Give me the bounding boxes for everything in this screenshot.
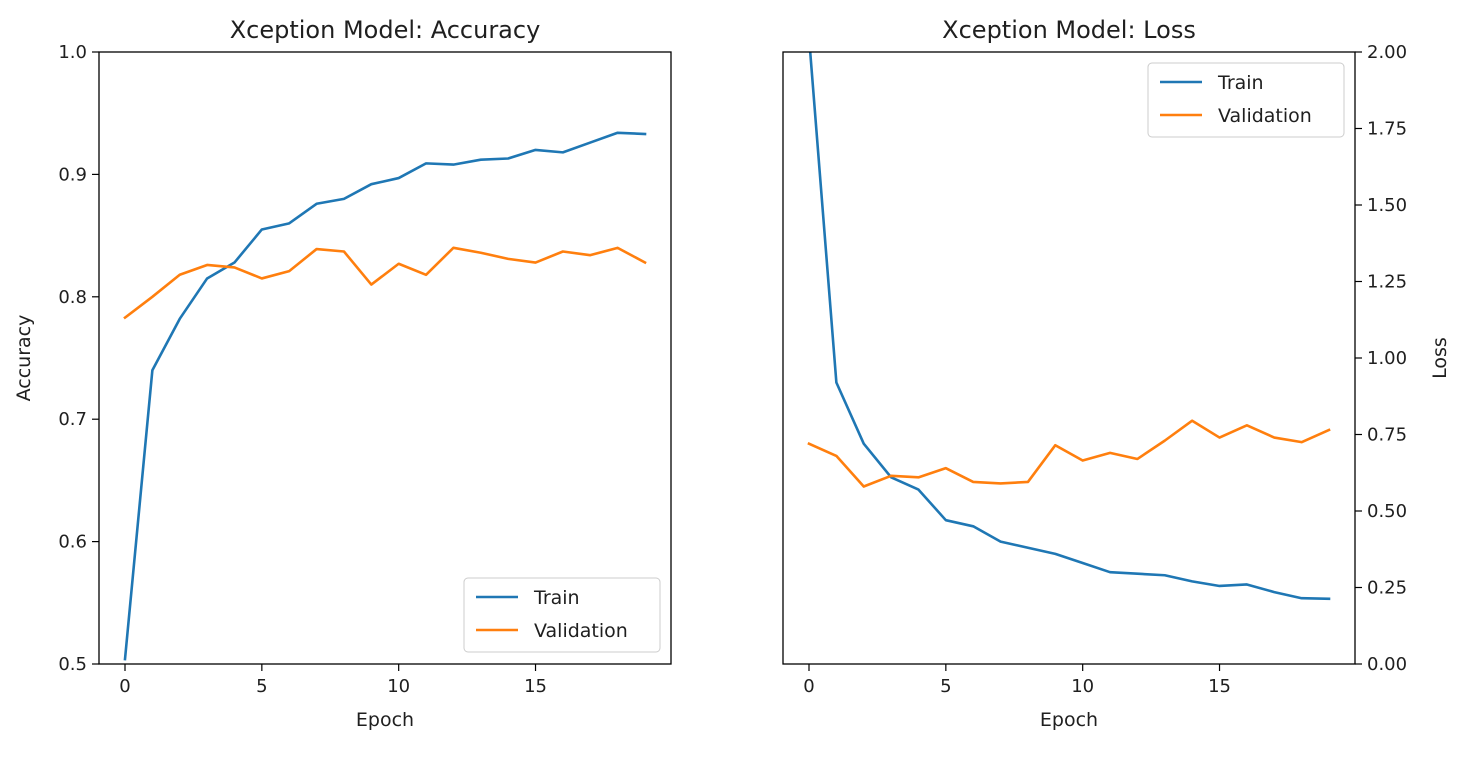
y-tick-label: 1.50 (1367, 195, 1407, 216)
x-axis-label: Epoch (356, 709, 414, 731)
plot-frame (782, 51, 1356, 665)
y-tick-label: 1.00 (1367, 348, 1407, 369)
y-tick-label: 0.25 (1367, 578, 1407, 599)
y-tick-label: 0.50 (1367, 501, 1407, 522)
y-tick-label: 2.00 (1367, 42, 1407, 63)
chart-title: Xception Model: Loss (942, 16, 1196, 44)
y-tick-label: 0.7 (58, 409, 87, 430)
x-tick-label: 10 (387, 676, 410, 697)
y-tick-label: 0.5 (58, 654, 87, 675)
y-axis-label: Accuracy (13, 315, 35, 402)
x-tick-label: 5 (940, 676, 951, 697)
y-tick-label: 0.9 (58, 164, 87, 185)
y-tick-label: 0.75 (1367, 425, 1407, 446)
loss-chart: Xception Model: Loss 0 5 10 150.000.250.500… (782, 16, 1451, 731)
y-axis-label: Loss (1429, 337, 1451, 379)
y-tick-label: 1.75 (1367, 119, 1407, 140)
tick-group: 0 5 10 15 0.5 0.6 0.7 0.8 0.9 1.0 (58, 42, 547, 697)
legend: Train Validation (463, 577, 661, 653)
y-tick-label: 0.8 (58, 287, 87, 308)
legend-label-train: Train (1217, 72, 1264, 94)
series-line-train (123, 131, 647, 661)
y-tick-label: 1.25 (1367, 272, 1407, 293)
chart-title: Xception Model: Accuracy (230, 16, 541, 44)
legend-label-validation: Validation (534, 620, 628, 642)
series-group (123, 131, 647, 661)
y-tick-label: 1.0 (58, 42, 87, 63)
series-group (807, 52, 1331, 601)
series-line-train (808, 52, 1331, 601)
x-tick-label: 15 (1208, 676, 1231, 697)
series-line-validation (123, 246, 647, 320)
x-tick-label: 5 (256, 676, 267, 697)
y-tick-label: 0.00 (1367, 654, 1407, 675)
accuracy-chart: Xception Model: Accuracy 0 5 10 15 0.5 0.6 0.7… (13, 16, 672, 731)
x-tick-label: 0 (803, 676, 814, 697)
x-tick-label: 0 (119, 676, 130, 697)
series-line-validation (807, 419, 1331, 488)
plot-frame (98, 51, 672, 665)
tick-group: 0 5 10 15 0.00 0.25 0.50 0.75 1.00 1.25 1.50 1.75 2.… (803, 42, 1407, 697)
legend-label-train: Train (533, 587, 580, 609)
legend-label-validation: Validation (1218, 105, 1312, 127)
legend: Train Validation (1147, 62, 1345, 138)
x-tick-label: 15 (524, 676, 547, 697)
y-tick-label: 0.6 (58, 532, 87, 553)
x-tick-label: 10 (1071, 676, 1094, 697)
x-axis-label: Epoch (1040, 709, 1098, 731)
